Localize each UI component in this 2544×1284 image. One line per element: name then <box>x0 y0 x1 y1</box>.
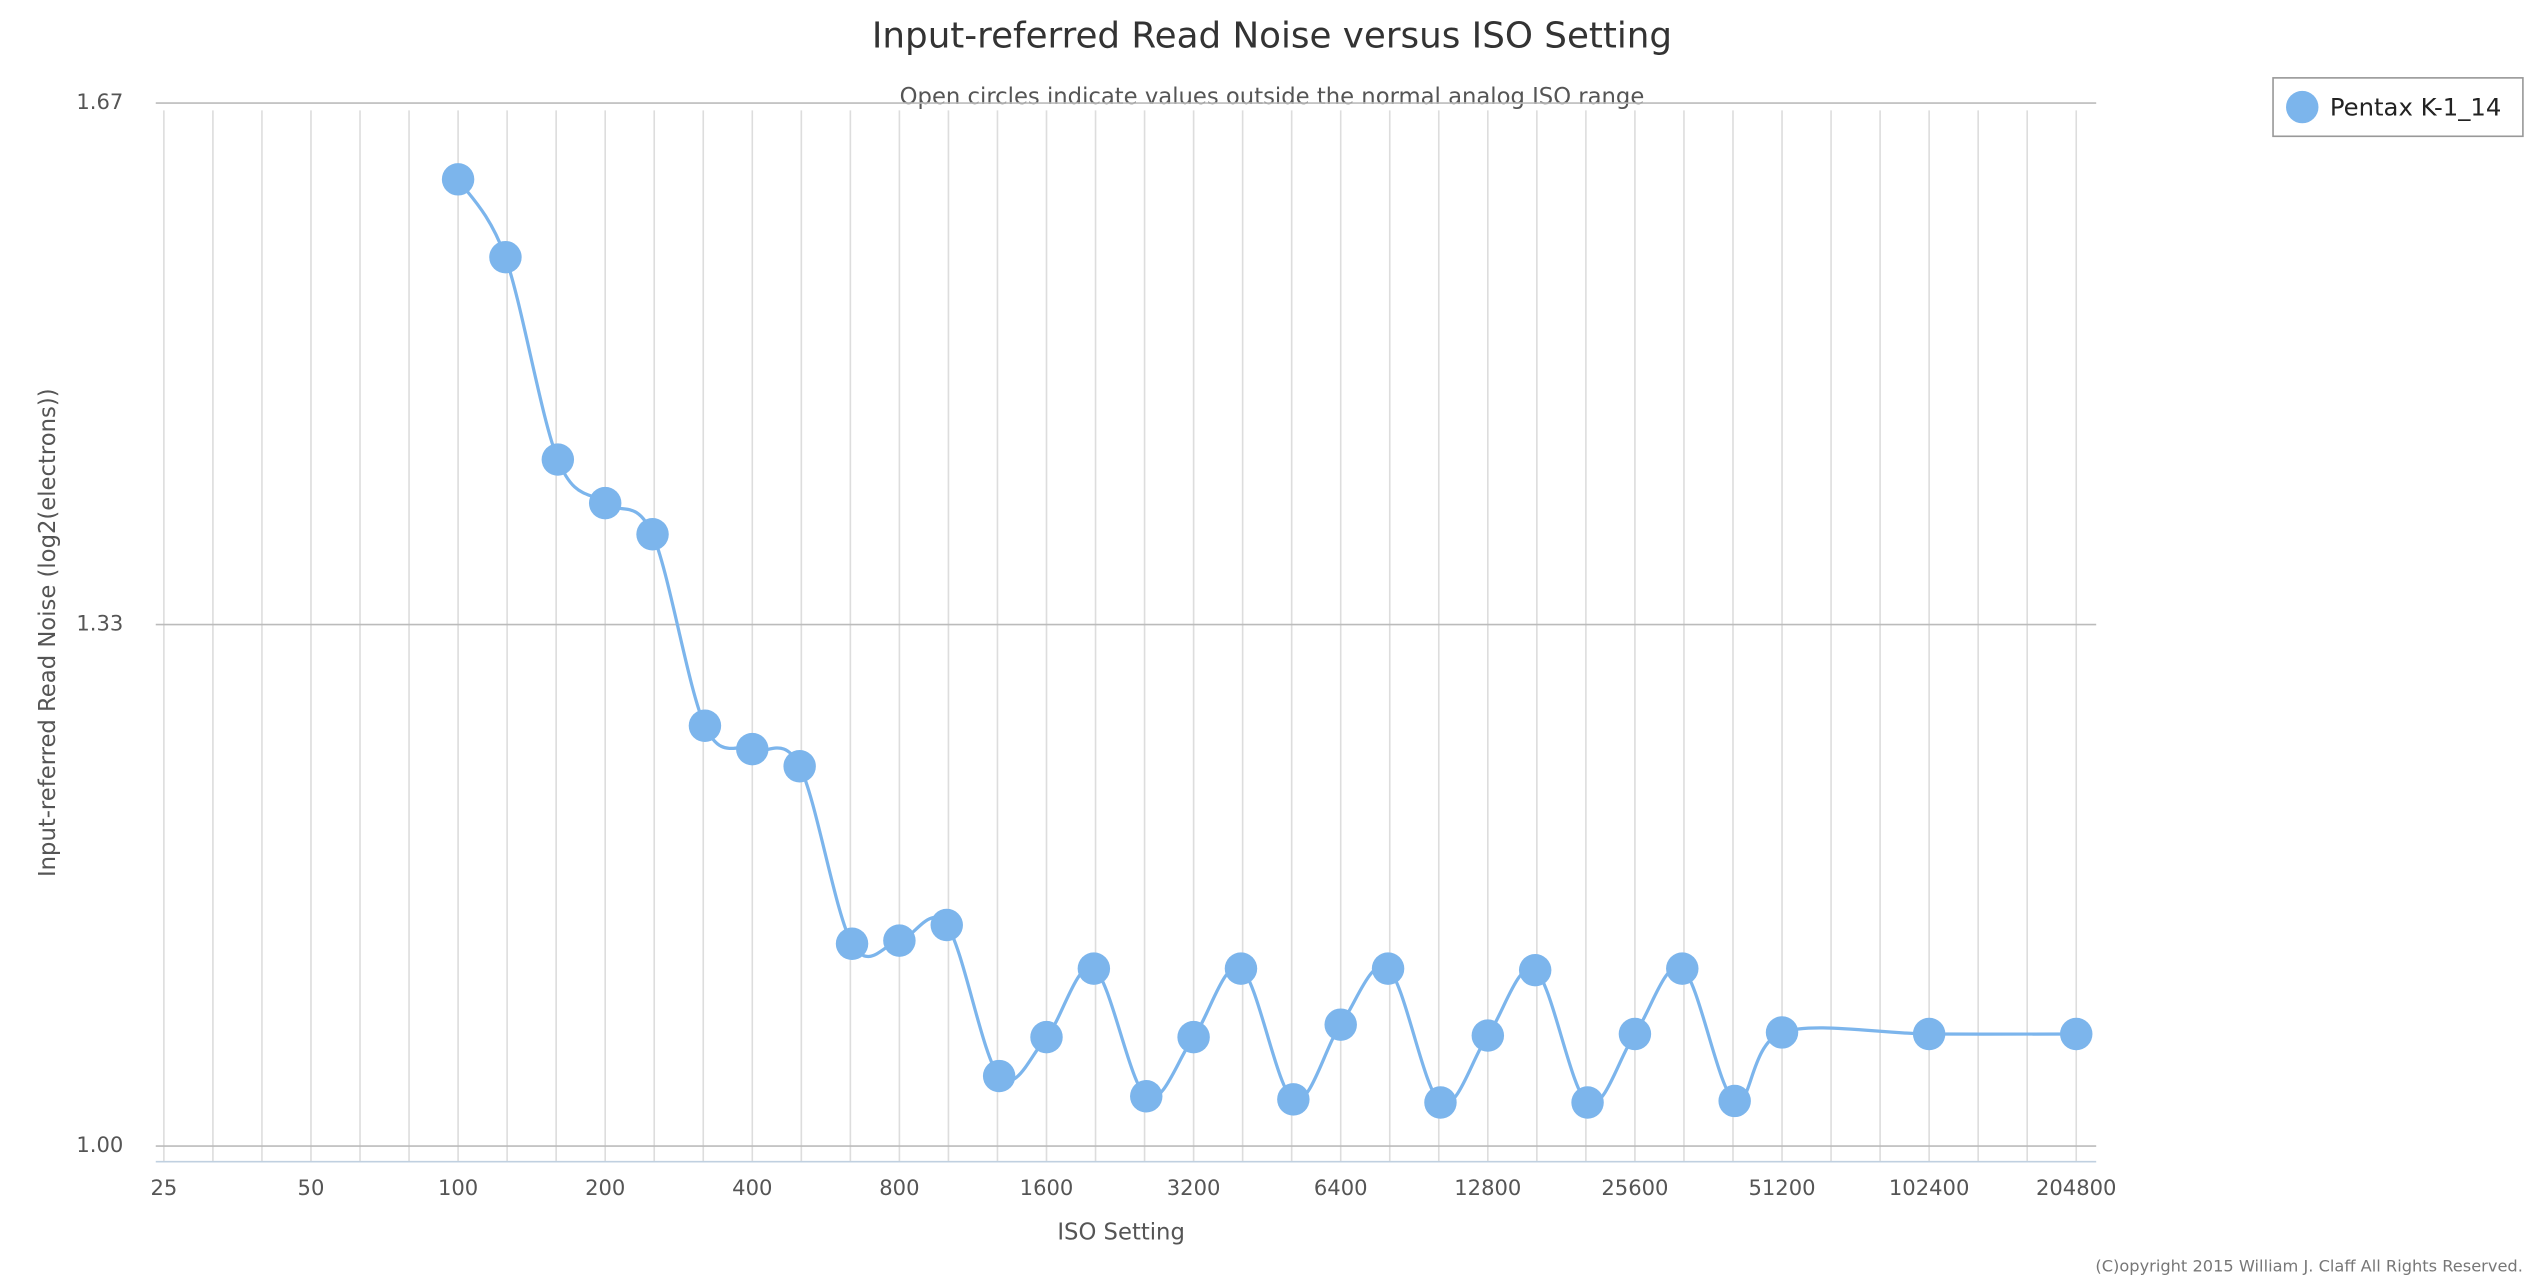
x-tick-label: 25 <box>150 1175 177 1200</box>
x-tick-label: 400 <box>732 1175 772 1200</box>
data-point <box>441 163 475 196</box>
credit: (C)opyright 2015 William J. Claff All Ri… <box>2095 1257 2523 1276</box>
data-point <box>1277 1083 1310 1116</box>
data-point <box>1130 1080 1163 1113</box>
series-line <box>456 178 2077 1106</box>
x-tick-label: 25600 <box>1601 1175 1668 1200</box>
data-point <box>541 443 575 476</box>
data-point <box>1518 953 1552 987</box>
x-tick-label: 200 <box>585 1175 625 1200</box>
data-point <box>688 709 722 742</box>
x-tick-label: 50 <box>298 1175 325 1200</box>
x-tick-label: 6400 <box>1314 1175 1368 1200</box>
data-point <box>588 486 622 520</box>
data-point <box>883 924 916 957</box>
x-tick-label: 3200 <box>1167 1175 1221 1200</box>
x-axis-title: ISO Setting <box>1057 1220 1184 1246</box>
x-tick-label: 51200 <box>1748 1175 1815 1200</box>
data-point <box>1718 1084 1751 1118</box>
data-point <box>1030 1020 1063 1054</box>
data-point <box>1912 1017 1946 1051</box>
data-point <box>2060 1017 2093 1051</box>
data-point <box>1666 952 1699 985</box>
data-point <box>1424 1086 1457 1119</box>
data-point <box>982 1059 1016 1093</box>
y-tick-label: 1.00 <box>76 1132 123 1157</box>
x-tick-label: 1600 <box>1020 1175 1074 1200</box>
data-point <box>1571 1086 1604 1119</box>
data-point <box>636 518 669 551</box>
data-point <box>783 750 816 783</box>
chart-title: Input-referred Read Noise versus ISO Set… <box>872 15 1672 56</box>
data-point <box>1618 1017 1652 1051</box>
y-tick-label: 1.67 <box>76 89 123 114</box>
legend-marker <box>2286 90 2319 124</box>
data-point <box>930 908 963 942</box>
data-point <box>1077 952 1111 985</box>
y-axis-title: Input-referred Read Noise (log2(electron… <box>35 388 61 877</box>
x-tick-label: 800 <box>879 1175 919 1200</box>
data-point <box>835 927 869 960</box>
legend: Pentax K-1_14 <box>2272 77 2524 138</box>
data-point <box>1371 952 1405 985</box>
data-point <box>1471 1019 1505 1052</box>
x-tick-label: 102400 <box>1889 1175 1969 1200</box>
data-point <box>1324 1008 1357 1041</box>
data-point <box>489 240 522 274</box>
x-tick-label: 100 <box>438 1175 478 1200</box>
chart-subtitle: Open circles indicate values outside the… <box>900 84 1645 110</box>
legend-label: Pentax K-1_14 <box>2330 93 2502 122</box>
data-point <box>1765 1016 1799 1049</box>
x-tick-label: 12800 <box>1454 1175 1521 1200</box>
x-tick-label: 204800 <box>2036 1175 2116 1200</box>
data-point <box>1177 1020 1210 1054</box>
data-point <box>736 732 769 766</box>
data-point <box>1224 952 1258 985</box>
y-tick-label: 1.33 <box>76 611 123 636</box>
